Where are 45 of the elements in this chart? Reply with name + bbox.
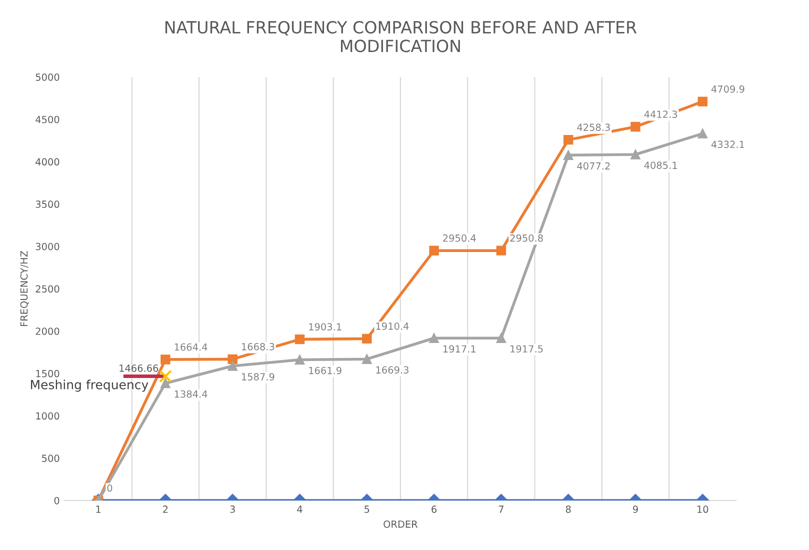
chart-title: NATURAL FREQUENCY COMPARISON BEFORE AND AFTER MODIFICATION xyxy=(165,20,637,52)
series-label: Meshing frequency xyxy=(30,380,148,392)
y-tick-label: 3000 xyxy=(36,242,60,250)
data-label: 1664.4 xyxy=(174,343,208,351)
data-label: 1466.66 xyxy=(120,364,158,372)
data-label: 1384.4 xyxy=(174,390,208,398)
data-label: 1917.1 xyxy=(443,345,476,353)
y-tick-label: 2000 xyxy=(36,328,60,335)
x-tick-label: 8 xyxy=(566,506,571,513)
y-tick-label: 500 xyxy=(42,454,60,462)
x-tick-label: 3 xyxy=(230,506,235,513)
x-tick-label: 9 xyxy=(632,506,638,513)
data-label: 1903.1 xyxy=(309,323,342,330)
x-tick-label: 6 xyxy=(432,506,437,513)
data-label: 4709.9 xyxy=(711,85,744,93)
x-tick-label: 4 xyxy=(297,506,302,513)
x-tick-label: 5 xyxy=(364,506,370,513)
data-label: 1917.5 xyxy=(510,345,543,353)
data-label: 2950.8 xyxy=(510,234,543,242)
data-label: 4412.3 xyxy=(644,110,678,118)
data-label: 1669.3 xyxy=(376,366,408,374)
data-label: 4077.2 xyxy=(577,162,610,170)
data-label: 4332.1 xyxy=(711,140,744,148)
data-label: 1668.3 xyxy=(242,343,274,350)
y-tick-label: 5000 xyxy=(36,73,60,81)
y-tick-label: 4500 xyxy=(36,116,60,124)
y-tick-label: 3500 xyxy=(36,200,60,208)
y-tick-label: 4000 xyxy=(36,158,60,166)
y-tick-label: 2500 xyxy=(36,285,60,293)
x-tick-label: 2 xyxy=(163,506,168,513)
y-tick-label: 1500 xyxy=(36,370,60,378)
data-label: 2950.4 xyxy=(443,234,476,242)
data-label: 4085.1 xyxy=(644,162,677,169)
y-axis-title: FREQUENCY/HZ xyxy=(20,250,29,326)
x-tick-label: 1 xyxy=(96,506,100,513)
data-label: 4258.3 xyxy=(577,124,610,131)
x-tick-label: 7 xyxy=(498,506,504,513)
y-tick-label: 0 xyxy=(54,496,60,504)
data-label: 1587.9 xyxy=(242,373,274,380)
data-label: 1910.4 xyxy=(376,322,409,330)
data-label: 0 xyxy=(107,484,112,492)
data-label: 1661.9 xyxy=(309,366,342,374)
y-tick-label: 1000 xyxy=(36,412,60,420)
x-tick-label: 10 xyxy=(698,506,708,513)
x-axis-title: ORDER xyxy=(384,520,418,528)
